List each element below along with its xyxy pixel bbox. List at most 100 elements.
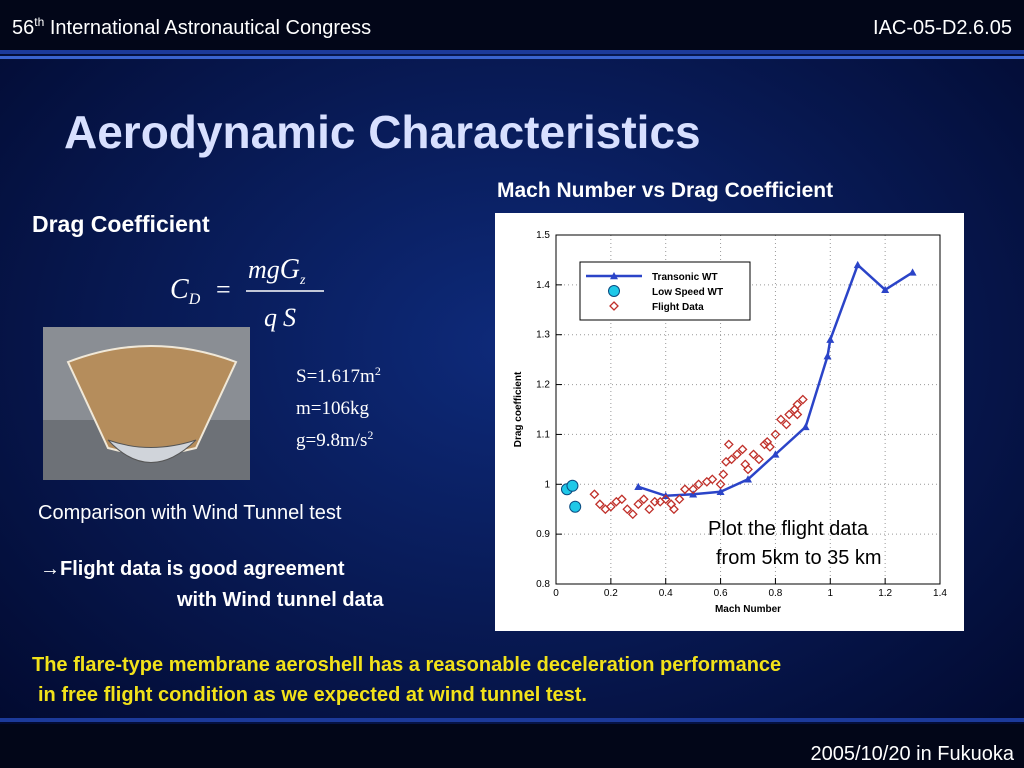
x-tick-label: 0.2 [604,588,618,599]
y-tick-label: 1.3 [536,330,550,341]
svg-text:CD: CD [170,274,201,308]
plot-frame [555,234,941,585]
agreement: with Wind tunnel data [176,589,384,611]
footer: 2005/10/20 in Fukuoka [811,743,1015,765]
marker [638,494,649,505]
svg-text:g=9.8m/s2: g=9.8m/s2 [296,428,373,451]
marker [715,479,726,490]
annotation: Plot the flight data [708,518,869,540]
parameter: g=9.8m/s [296,430,367,451]
header-line [0,50,1024,54]
parameter: m=106kg [296,398,369,419]
marker [770,429,781,440]
marker [693,479,704,490]
marker [732,449,742,460]
formula-part: mg [248,255,280,284]
conclusion: in free flight condition as we expected … [38,684,587,706]
footer-line [0,718,1024,722]
parameter: S=1.617m [296,366,375,387]
marker [589,489,600,500]
x-tick-label: 1 [828,588,834,599]
ordinal: th [34,15,44,29]
y-tick-label: 0.9 [536,529,550,540]
svg-text:S=1.617m2: S=1.617m2 [296,364,381,387]
superscript: 2 [367,428,373,442]
marker [674,494,685,505]
legend-label: Flight Data [652,302,704,313]
photo [43,327,250,480]
marker [781,419,792,430]
chart-title: Mach Number vs Drag Coefficient [497,179,833,202]
legend-label: Low Speed WT [652,287,723,298]
slide-title: Aerodynamic Characteristics [64,106,701,158]
marker [707,474,718,485]
y-tick-label: 1 [544,479,550,490]
marker [797,394,808,405]
marker [718,469,729,480]
marker [726,454,737,465]
marker [908,268,917,276]
marker [754,454,764,465]
marker [792,409,803,420]
formula-part: S [283,303,296,332]
marker [660,494,671,505]
marker [616,494,627,505]
formula-part: G [280,254,300,285]
x-tick-label: 1.2 [878,588,892,599]
x-tick-label: 0.8 [768,588,782,599]
marker [771,450,780,458]
marker [853,260,862,269]
marker [644,504,655,515]
marker [608,285,620,297]
marker [605,501,616,512]
marker [801,422,810,431]
y-tick-label: 1.5 [536,230,550,241]
x-tick-label: 1.4 [933,588,947,599]
svg-text:qS: qS [264,303,296,332]
y-axis-label: Drag coefficient [513,371,524,447]
y-tick-label: 1.4 [536,280,550,291]
marker [679,484,690,495]
formula-part: C [170,274,189,305]
y-tick-label: 1.1 [536,429,550,440]
marker [744,475,752,483]
congress-number: 56 [12,17,34,39]
svg-text:mgGz: mgGz [248,254,306,288]
marker [823,352,832,360]
marker [569,500,582,513]
header-line [0,56,1024,59]
x-tick-label: 0.6 [714,588,728,599]
y-tick-label: 1.2 [536,380,550,391]
marker [784,409,795,420]
x-tick-label: 0.4 [659,588,673,599]
marker [765,441,775,452]
y-tick-label: 0.8 [536,579,550,590]
x-axis-label: Mach Number [715,604,781,615]
chart: 0 0.2 0.4 0.6 0.8 1 1.2 1.4 0.8 0.9 1 1.1 1.2 1.3 1.4 1… [513,230,947,615]
paper-id: IAC-05-D2.6.05 [873,17,1012,39]
agreement: →Flight data is good agreement [40,558,345,580]
footer-bar [0,724,1024,768]
formula-part: = [216,275,231,304]
formula-part: D [188,291,201,308]
congress-name: International Astronautical Congress [50,17,371,39]
marker [594,499,605,510]
marker [881,285,890,294]
congress: 56th International Astronautical Congres… [12,15,371,39]
marker [737,444,748,455]
x-tick-label: 0 [553,588,559,599]
marker [669,504,679,515]
header-bar [0,0,1024,50]
svg-text:m=106kg: m=106kg [296,398,369,419]
marker [743,464,753,475]
marker [723,439,734,450]
superscript: 2 [375,364,381,378]
marker [633,499,644,510]
legend-label: Transonic WT [652,272,718,283]
conclusion: The flare-type membrane aeroshell has a … [32,654,781,676]
marker [759,439,770,450]
section-heading: Drag Coefficient [32,211,210,237]
marker [610,272,618,280]
